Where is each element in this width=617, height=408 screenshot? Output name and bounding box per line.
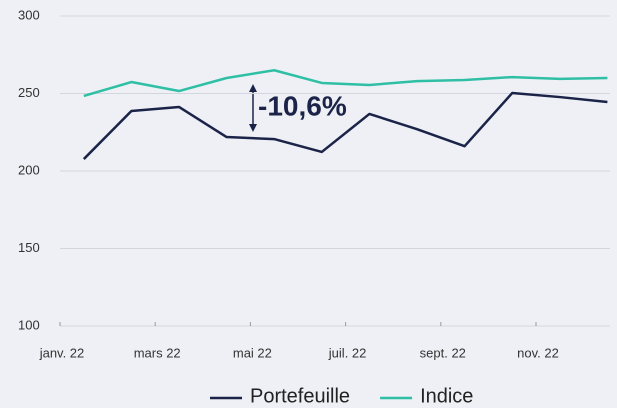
y-tick-label: 150 xyxy=(18,240,40,255)
line-series xyxy=(83,69,608,98)
x-tick-label: janv. 22 xyxy=(39,345,85,360)
y-tick-label: 200 xyxy=(18,162,40,177)
x-tick-label: mars 22 xyxy=(134,345,181,360)
y-tick-label: 100 xyxy=(18,317,40,332)
legend-label: Portefeuille xyxy=(250,385,350,407)
y-tick-label: 300 xyxy=(18,7,40,22)
legend-label: Indice xyxy=(420,385,473,407)
x-tick-label: nov. 22 xyxy=(517,345,559,360)
annotation: -10,6% xyxy=(258,90,347,121)
annotation-arrow xyxy=(249,84,257,132)
x-tick-label: mai 22 xyxy=(233,345,272,360)
x-tick-label: juil. 22 xyxy=(328,345,367,360)
line-series xyxy=(82,91,608,160)
x-tick-label: sept. 22 xyxy=(420,345,466,360)
y-tick-label: 250 xyxy=(18,85,40,100)
